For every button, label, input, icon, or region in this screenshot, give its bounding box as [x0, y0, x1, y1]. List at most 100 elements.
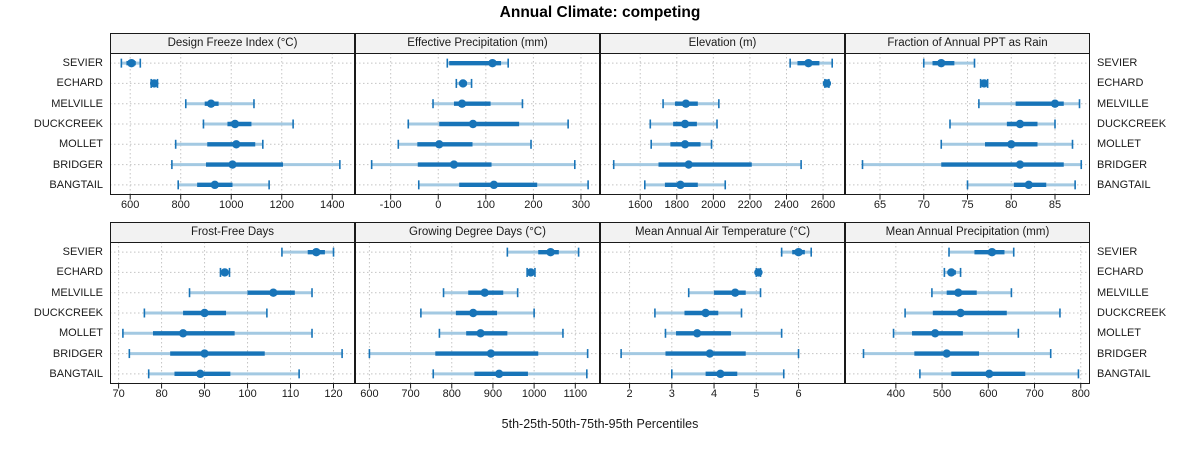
x-tick-label: 1600: [627, 199, 653, 211]
interval-bangtail: [177, 180, 270, 190]
row-label: MOLLET: [58, 327, 103, 340]
interval-bangtail: [671, 369, 785, 379]
chart-title: Annual Climate: competing: [499, 4, 701, 21]
interval-bangtail: [643, 180, 727, 190]
row-label: MOLLET: [1097, 138, 1142, 151]
x-tick-label: 2200: [737, 199, 763, 211]
panel-plot: [110, 242, 355, 389]
interval-melville: [432, 99, 524, 109]
median-dot: [979, 79, 989, 88]
panel-border: [845, 53, 1090, 195]
row-label: SEVIER: [62, 57, 103, 70]
median-dot: [730, 288, 740, 297]
interval-bridger: [612, 160, 802, 170]
x-tick-label: 0: [435, 199, 442, 211]
median-dot: [196, 369, 205, 379]
median-dot: [458, 79, 468, 88]
interval-bangtail: [432, 369, 588, 379]
panel-border: [110, 53, 355, 195]
x-tick-label: 5: [753, 388, 760, 400]
x-tick-label: 2400: [774, 199, 799, 211]
x-tick-label: 200: [524, 199, 543, 211]
x-axis-caption: 5th-25th-50th-75th-95th Percentiles: [501, 417, 699, 431]
interval-echard: [979, 78, 989, 88]
panel-plot: [355, 53, 600, 200]
median-dot: [1015, 160, 1025, 169]
median-dot: [435, 140, 444, 149]
median-dot: [269, 288, 278, 297]
median-dot: [228, 160, 237, 169]
x-tick-label: 1000: [218, 199, 244, 211]
interval-echard: [455, 78, 473, 88]
interval-duckcreek: [202, 119, 294, 129]
row-label: SEVIER: [62, 246, 103, 259]
interval-mollet: [892, 328, 1020, 338]
median-dot: [468, 119, 478, 129]
interval-bridger: [370, 160, 576, 170]
median-dot: [1050, 99, 1060, 108]
x-tick-label: 800: [171, 199, 190, 211]
row-label: BANGTAIL: [1097, 367, 1151, 380]
interval-sevier: [780, 247, 813, 257]
x-tick-label: 70: [112, 388, 125, 400]
x-tick-label: 600: [360, 388, 379, 400]
x-tick-label: 80: [155, 388, 168, 400]
interval-sevier: [281, 247, 335, 257]
x-tick-label: 600: [121, 199, 140, 211]
interval-mollet: [122, 328, 313, 338]
interval-mollet: [397, 139, 532, 149]
panel-strip-title: Mean Annual Precipitation (mm): [845, 222, 1090, 242]
interval-bangtail: [147, 369, 300, 379]
row-label: ECHARD: [1097, 77, 1144, 90]
row-label: MOLLET: [1097, 327, 1142, 340]
interval-duckcreek: [949, 119, 1056, 129]
median-dot: [701, 308, 710, 318]
median-dot: [930, 329, 940, 338]
interval-bridger: [368, 349, 589, 359]
median-dot: [449, 160, 459, 169]
x-tick-label: 3: [668, 388, 675, 400]
row-label: BRIDGER: [1097, 158, 1148, 171]
row-label: DUCKCREEK: [1097, 307, 1167, 319]
x-tick-label: 110: [281, 388, 300, 400]
row-label: MELVILLE: [51, 97, 103, 110]
x-tick-label: 1400: [320, 199, 345, 211]
panel-border: [600, 53, 845, 195]
median-dot: [954, 288, 963, 297]
median-dot: [1007, 140, 1016, 149]
panel-strip-title: Mean Annual Air Temperature (°C): [600, 222, 845, 242]
row-label: MELVILLE: [1097, 286, 1149, 299]
x-tick-label: 2000: [701, 199, 726, 211]
panel-strip-title: Design Freeze Index (°C): [110, 33, 355, 53]
median-dot: [754, 268, 763, 277]
row-label: BRIDGER: [1097, 347, 1148, 360]
interval-duckcreek: [904, 308, 1061, 318]
interval-melville: [931, 288, 1013, 298]
x-tick-label: 1000: [521, 388, 547, 400]
median-dot: [956, 308, 965, 318]
interval-duckcreek: [420, 308, 535, 318]
x-tick-label: 500: [932, 388, 952, 400]
panel-plot: [110, 53, 355, 200]
median-dot: [985, 369, 994, 379]
x-tick-label: 800: [442, 388, 461, 400]
interval-sevier: [446, 58, 509, 68]
interval-echard: [219, 267, 231, 277]
interval-bridger: [861, 160, 1083, 170]
row-label: BANGTAIL: [1097, 178, 1151, 191]
interval-duckcreek: [143, 308, 268, 318]
median-dot: [942, 349, 951, 358]
interval-duckcreek: [649, 119, 718, 129]
interval-melville: [188, 288, 313, 298]
x-tick-label: 100: [238, 388, 257, 400]
interval-mollet: [438, 328, 564, 338]
median-dot: [684, 160, 693, 169]
x-tick-label: 75: [961, 199, 974, 211]
panel-strip-title: Effective Precipitation (mm): [355, 33, 600, 53]
interval-bangtail: [417, 180, 589, 190]
panel-border: [355, 53, 600, 195]
interval-sevier: [948, 247, 1015, 257]
interval-echard: [822, 78, 832, 88]
interval-sevier: [120, 58, 142, 68]
median-dot: [200, 349, 209, 358]
